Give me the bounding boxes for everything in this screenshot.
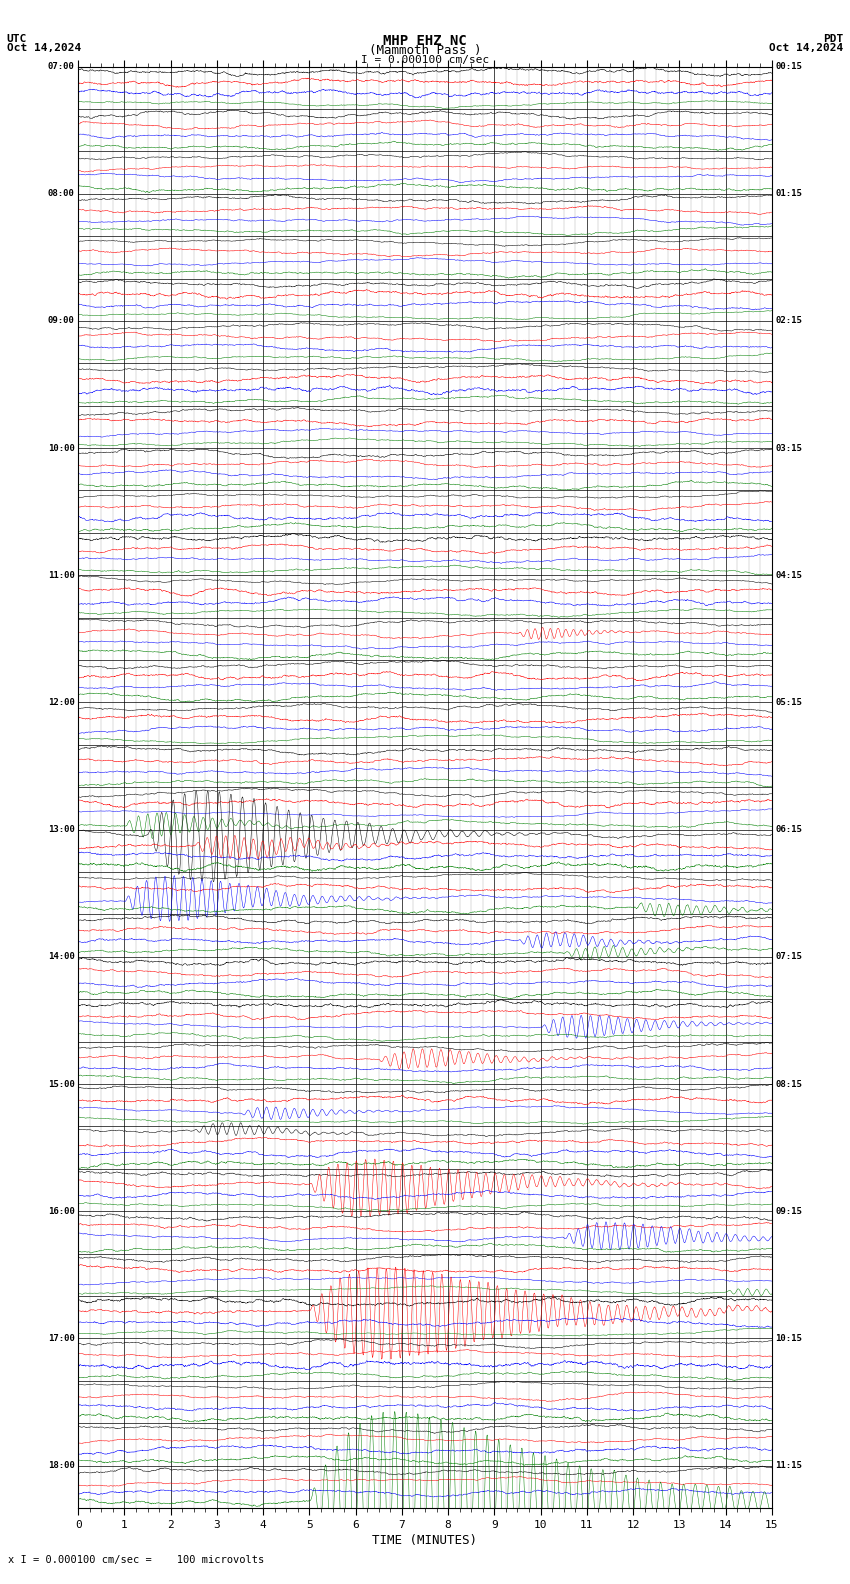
Text: 13:00: 13:00 bbox=[48, 825, 75, 835]
Text: 04:15: 04:15 bbox=[775, 570, 802, 580]
Text: UTC: UTC bbox=[7, 33, 27, 44]
Text: 10:00: 10:00 bbox=[48, 444, 75, 453]
Text: 07:15: 07:15 bbox=[775, 952, 802, 961]
Text: 09:15: 09:15 bbox=[775, 1207, 802, 1215]
Text: 07:00: 07:00 bbox=[48, 62, 75, 71]
Text: 05:15: 05:15 bbox=[775, 699, 802, 706]
Text: x I = 0.000100 cm/sec =    100 microvolts: x I = 0.000100 cm/sec = 100 microvolts bbox=[8, 1555, 264, 1565]
Text: 01:15: 01:15 bbox=[775, 188, 802, 198]
Text: 08:00: 08:00 bbox=[48, 188, 75, 198]
Text: 18:00: 18:00 bbox=[48, 1460, 75, 1470]
Text: 00:15: 00:15 bbox=[775, 62, 802, 71]
Text: 16:00: 16:00 bbox=[48, 1207, 75, 1215]
Text: 09:00: 09:00 bbox=[48, 317, 75, 325]
Text: 15:00: 15:00 bbox=[48, 1080, 75, 1088]
Text: 17:00: 17:00 bbox=[48, 1334, 75, 1343]
Text: 06:15: 06:15 bbox=[775, 825, 802, 835]
X-axis label: TIME (MINUTES): TIME (MINUTES) bbox=[372, 1533, 478, 1548]
Text: 08:15: 08:15 bbox=[775, 1080, 802, 1088]
Text: 11:00: 11:00 bbox=[48, 570, 75, 580]
Text: 14:00: 14:00 bbox=[48, 952, 75, 961]
Text: 02:15: 02:15 bbox=[775, 317, 802, 325]
Text: MHP EHZ NC: MHP EHZ NC bbox=[383, 33, 467, 48]
Text: 11:15: 11:15 bbox=[775, 1460, 802, 1470]
Text: Oct 14,2024: Oct 14,2024 bbox=[769, 43, 843, 52]
Text: 10:15: 10:15 bbox=[775, 1334, 802, 1343]
Text: Oct 14,2024: Oct 14,2024 bbox=[7, 43, 81, 52]
Text: (Mammoth Pass ): (Mammoth Pass ) bbox=[369, 44, 481, 57]
Text: 12:00: 12:00 bbox=[48, 699, 75, 706]
Text: I = 0.000100 cm/sec: I = 0.000100 cm/sec bbox=[361, 54, 489, 65]
Text: 03:15: 03:15 bbox=[775, 444, 802, 453]
Text: PDT: PDT bbox=[823, 33, 843, 44]
